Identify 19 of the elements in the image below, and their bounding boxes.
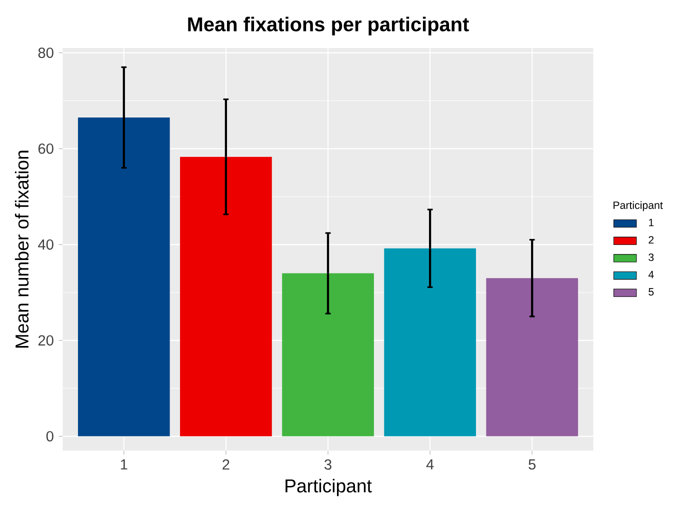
x-tick-label: 1 xyxy=(120,459,128,470)
y-tick-label: 80 xyxy=(38,48,54,58)
legend-label: 1 xyxy=(649,218,654,226)
legend-title: Participant xyxy=(614,201,663,212)
x-tick-label: 4 xyxy=(426,459,434,470)
x-tick-label: 5 xyxy=(528,459,536,470)
chart-title: Mean fixations per participant xyxy=(188,16,469,36)
y-tick-label: 40 xyxy=(38,239,54,250)
y-tick-label: 20 xyxy=(38,335,54,346)
y-tick-label: 60 xyxy=(38,144,54,154)
x-tick-label: 3 xyxy=(324,459,332,470)
legend-label: 5 xyxy=(648,288,654,296)
legend-label: 3 xyxy=(648,254,654,262)
y-axis-title: Mean number of fixation xyxy=(14,150,29,348)
legend-label: 4 xyxy=(648,270,654,278)
x-axis-title: Participant xyxy=(286,478,372,496)
x-tick-label: 2 xyxy=(222,459,230,470)
y-tick-label: 0 xyxy=(46,431,54,442)
legend-label: 2 xyxy=(648,236,654,244)
